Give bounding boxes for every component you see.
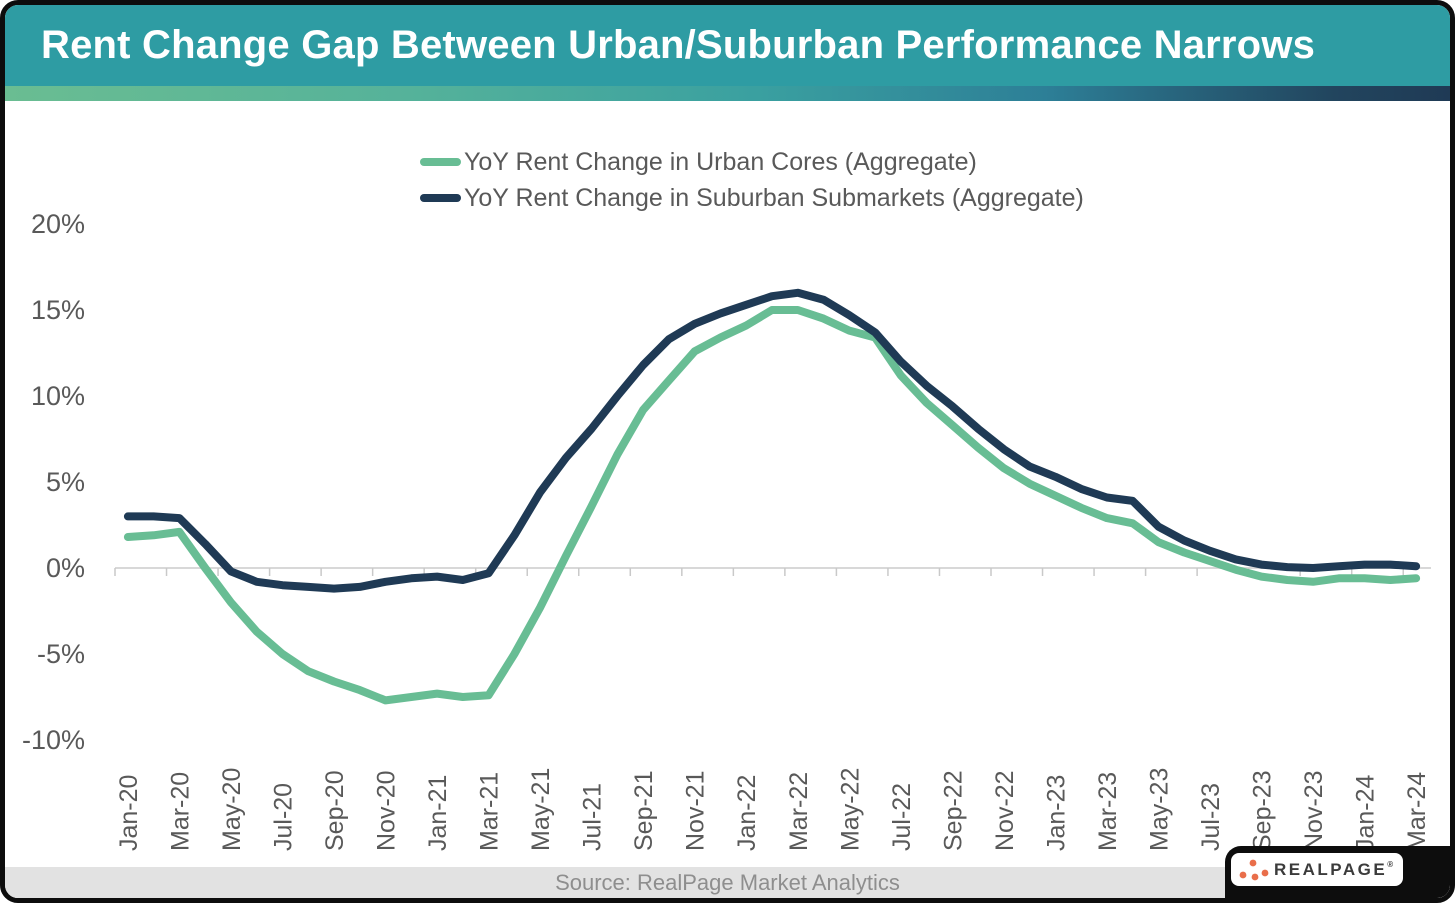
footer-bar: Source: RealPage Market Analytics: [5, 867, 1450, 898]
y-axis-tick-label: -5%: [37, 639, 85, 669]
x-axis-tick-label: Mar-23: [1094, 772, 1122, 851]
realpage-logo-text: REALPAGE®: [1274, 859, 1396, 879]
logo-dot: [1251, 873, 1259, 880]
x-axis-tick-label: Jan-23: [1042, 775, 1070, 851]
x-axis-tick-label: Mar-24: [1403, 772, 1431, 851]
source-text: Source: RealPage Market Analytics: [555, 869, 900, 895]
x-axis-tick-label: Jan-21: [424, 775, 452, 851]
x-axis-tick-label: Jan-22: [733, 775, 761, 851]
suburban-submarkets-line: [123, 288, 1421, 593]
suburban-line-swatch-icon: [420, 194, 461, 202]
x-axis-tick-label: Nov-23: [1300, 770, 1328, 851]
x-axis-tick-label: Sep-20: [321, 770, 349, 851]
x-axis-tick-label: Nov-20: [373, 770, 401, 851]
urban-cores-line: [123, 306, 1421, 705]
realpage-logo: REALPAGE®: [1231, 853, 1403, 886]
x-axis-tick-label: Jan-20: [115, 775, 143, 851]
urban-line-swatch-icon: [420, 158, 461, 166]
title-bar: Rent Change Gap Between Urban/Suburban P…: [5, 5, 1450, 86]
line-chart-canvas: 20% 15% 10% 5% 0% -5% -10% Jan-20 Mar-20 May-20 Ju…: [22, 209, 1431, 851]
x-axis-tick-label: Mar-21: [476, 772, 504, 851]
x-axis-tick-label: Jul-23: [1197, 783, 1225, 851]
logo-dot: [1249, 859, 1257, 866]
x-axis-tick-label: Jul-22: [888, 783, 916, 851]
legend-item-urban: YoY Rent Change in Urban Cores (Aggregat…: [420, 144, 1084, 180]
x-axis-tick-label: May-23: [1145, 768, 1173, 851]
gradient-divider: [5, 86, 1450, 101]
x-axis-tick-label: Jan-24: [1352, 774, 1380, 851]
logo-dot: [1261, 869, 1269, 876]
x-axis-tick-label: Nov-22: [991, 770, 1019, 851]
y-axis-tick-label: -10%: [22, 725, 85, 755]
x-axis-tick-label: Jul-21: [579, 783, 607, 851]
y-axis-tick-label: 20%: [31, 209, 85, 239]
legend-label-urban: YoY Rent Change in Urban Cores (Aggregat…: [464, 147, 977, 176]
y-axis-tick-label: 10%: [31, 381, 85, 411]
y-axis-tick-label: 5%: [46, 467, 85, 497]
x-axis-tick-label: Nov-21: [682, 770, 710, 851]
x-axis-tick-label: Jul-20: [269, 783, 297, 851]
legend-item-suburban: YoY Rent Change in Suburban Submarkets (…: [420, 180, 1084, 216]
x-axis-tick-label: Sep-22: [939, 770, 967, 851]
realpage-logo-badge: REALPAGE®: [1225, 846, 1450, 898]
x-axis-tick-label: Sep-21: [630, 770, 658, 851]
x-axis-tick-label: Mar-20: [166, 772, 194, 851]
page-title: Rent Change Gap Between Urban/Suburban P…: [41, 23, 1316, 67]
registered-mark: ®: [1387, 859, 1396, 869]
logo-dot: [1239, 871, 1247, 878]
x-axis-tick-label: May-21: [527, 768, 555, 851]
x-axis-tick-label: Mar-22: [785, 772, 813, 851]
chart-legend: YoY Rent Change in Urban Cores (Aggregat…: [420, 144, 1084, 216]
x-axis-tick-label: May-22: [836, 768, 864, 851]
x-axis-tick-label: May-20: [218, 768, 246, 851]
y-axis-tick-label: 0%: [46, 553, 85, 583]
legend-label-suburban: YoY Rent Change in Suburban Submarkets (…: [464, 183, 1084, 212]
x-axis-tick-label: Sep-23: [1249, 770, 1277, 851]
realpage-dots-icon: [1239, 859, 1269, 880]
y-axis-tick-label: 15%: [31, 295, 85, 325]
